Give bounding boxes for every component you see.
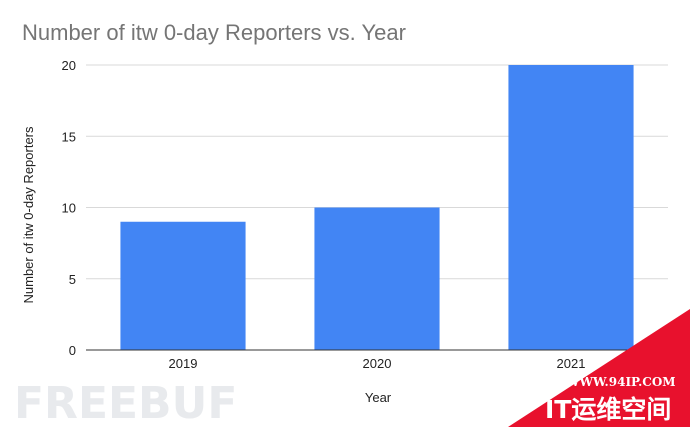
x-tick-label: 2021 bbox=[557, 356, 586, 371]
y-tick-label: 10 bbox=[62, 201, 76, 216]
y-tick-labels: 0 5 10 15 20 bbox=[62, 58, 76, 358]
y-tick-label: 15 bbox=[62, 129, 76, 144]
y-tick-label: 5 bbox=[69, 272, 76, 287]
bar-2020 bbox=[314, 207, 440, 350]
corner-banner-shape bbox=[508, 309, 690, 427]
y-tick-label: 0 bbox=[69, 343, 76, 358]
freebuf-logo-text: FREEBUF bbox=[14, 378, 237, 427]
freebuf-watermark: FREEBUF bbox=[14, 378, 237, 427]
bar-2019 bbox=[120, 221, 246, 350]
corner-banner-url: WWW.94IP.COM bbox=[565, 375, 676, 389]
y-axis-label: Number of itw 0-day Reporters bbox=[21, 126, 36, 304]
x-tick-label: 2020 bbox=[363, 356, 392, 371]
corner-banner: WWW.94IP.COM IT运维空间 bbox=[508, 309, 690, 427]
x-axis-label: Year bbox=[365, 390, 392, 405]
x-tick-labels: 2019 2020 2021 bbox=[169, 356, 586, 371]
bars bbox=[120, 65, 634, 350]
x-tick-label: 2019 bbox=[169, 356, 198, 371]
y-tick-label: 20 bbox=[62, 58, 76, 73]
corner-banner-text: IT运维空间 bbox=[545, 395, 671, 424]
chart-title: Number of itw 0-day Reporters vs. Year bbox=[22, 20, 406, 45]
bar-2021 bbox=[508, 65, 634, 350]
